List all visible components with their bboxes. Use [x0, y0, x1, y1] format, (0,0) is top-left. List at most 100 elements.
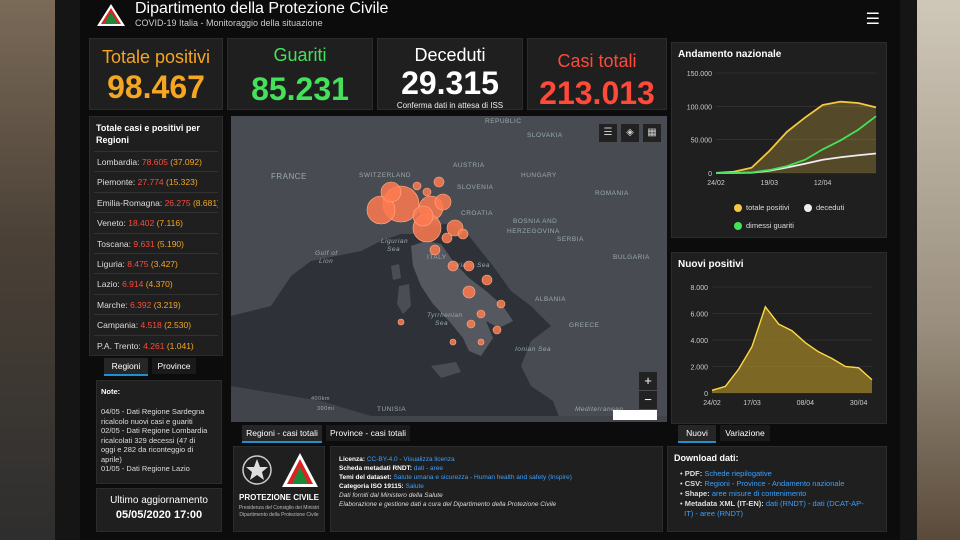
info-key: Scheda metadati RNDT:	[339, 465, 412, 472]
dl-key: Metadata XML (IT-EN):	[684, 499, 764, 508]
region-cases: 27.774	[137, 177, 164, 188]
meta-link-1[interactable]: dati (RNDT) -	[765, 499, 811, 508]
region-row[interactable]: Liguria: 8.475 (3.427)	[94, 253, 218, 274]
notes-panel: Note: 04/05 - Dati Regione Sardegna rical…	[96, 380, 222, 484]
tab-province[interactable]: Province	[152, 358, 196, 374]
meta-link-4[interactable]: aree (RNDT)	[700, 509, 743, 518]
y-tick-label: 6.000	[690, 312, 708, 319]
download-pdf: • PDF: Schede riepilogative	[680, 469, 772, 478]
legend-deceduti: deceduti	[804, 203, 844, 213]
kpi-deceduti: Deceduti 29.315 Conferma dati in attesa …	[377, 38, 523, 110]
map-view[interactable]: REPUBLIC SLOVAKIA FRANCE SWITZERLAND AUS…	[231, 116, 667, 422]
temi-link[interactable]: Salute umana e sicurezza - Human health …	[393, 474, 572, 481]
protezione-civile-triangle-icon	[282, 453, 318, 487]
legend-totale-positivi: totale positivi	[734, 203, 790, 213]
region-bubble	[380, 181, 402, 203]
y-tick-label: 50.000	[691, 138, 713, 145]
scheda-link[interactable]: dati - aree	[413, 465, 444, 472]
legend-label: dimessi guariti	[746, 221, 794, 230]
map-label-hungary: HUNGARY	[521, 172, 557, 179]
region-row[interactable]: Lazio: 6.914 (4.370)	[94, 273, 218, 294]
map-label-france: FRANCE	[271, 172, 307, 181]
region-name: Lombardia:	[97, 157, 140, 167]
pdf-link[interactable]: Schede riepilogative	[704, 469, 772, 478]
regions-title: Totale casi e positivi per Regioni	[96, 123, 200, 145]
region-bubble	[366, 195, 396, 225]
map-label-slovenia: SLOVENIA	[457, 184, 494, 191]
download-shape: • Shape: aree misure di contenimento	[680, 489, 807, 498]
chart-national-title: Andamento nazionale	[678, 49, 782, 60]
kpi-value: 213.013	[539, 75, 655, 111]
meta-link-2[interactable]: dati (DCAT-AP-	[812, 499, 864, 508]
region-bubble	[434, 193, 452, 211]
map-scale-mi: 300mi	[317, 406, 335, 412]
region-row[interactable]: Lombardia: 78.605 (37.092)	[94, 151, 218, 172]
note-line: oggi e 282 da riconteggio di	[101, 445, 194, 454]
legend-dot-icon	[804, 204, 812, 213]
logo-sub2: Dipartimento della Protezione Civile	[239, 512, 319, 518]
region-cases: 6.392	[130, 299, 152, 310]
map-case-bubbles[interactable]	[231, 116, 667, 422]
protezione-civile-logo-icon	[97, 4, 125, 26]
layers-icon[interactable]: ◈	[621, 124, 639, 142]
tab-variazione[interactable]: Variazione	[720, 425, 770, 441]
zoom-out-button[interactable]: −	[639, 391, 657, 409]
region-positives: (1.041)	[166, 340, 194, 351]
note-line: ricalcolo nuovi casi e guariti	[101, 416, 193, 426]
map-label-tyrrhenian-sea: Sea	[435, 320, 449, 327]
region-positives: (3.427)	[150, 259, 178, 269]
tab-regioni-casi-totali[interactable]: Regioni - casi totali	[242, 425, 322, 443]
note-line: 01/05 - Dati Regione Lazio	[101, 464, 190, 473]
categoria-link[interactable]: Salute	[405, 483, 424, 490]
csv-link[interactable]: Regioni - Province - Andamento nazionale	[704, 479, 845, 488]
meta-link-3[interactable]: IT) -	[684, 509, 698, 518]
series-line	[711, 305, 873, 392]
region-row[interactable]: Toscana: 9.631 (5.190)	[94, 232, 218, 254]
region-row[interactable]: Piemonte: 27.774 (15.323)	[94, 171, 218, 192]
tab-nuovi[interactable]: Nuovi	[678, 425, 716, 443]
region-row[interactable]: P.A. Trento: 4.261 (1.041)	[94, 334, 218, 356]
series-area	[712, 306, 872, 393]
region-row[interactable]: Marche: 6.392 (3.219)	[94, 293, 218, 315]
info-key: Categoria ISO 19115:	[339, 483, 404, 490]
map-label-herzegovina: HERZEGOVINA	[507, 228, 560, 235]
map-label-bosnia: BOSNIA AND	[513, 218, 558, 225]
series-area	[716, 101, 876, 173]
region-cases: 6.914	[122, 279, 144, 290]
x-tick-label: 08/04	[797, 400, 815, 407]
info-source: Dati forniti dal Ministero della Salute	[339, 492, 443, 499]
y-tick-label: 0	[708, 171, 712, 178]
map-label-tyrrhenian: Tyrrhenian	[427, 312, 463, 319]
region-name: Piemonte:	[97, 177, 136, 188]
info-panel: Licenza: CC-BY-4.0 - Visualizza licenza …	[330, 446, 663, 532]
region-row[interactable]: Campania: 4.518 (2.530)	[94, 314, 218, 335]
licenza-link[interactable]: CC-BY-4.0 - Visualizza licenza	[366, 456, 455, 463]
region-bubble	[477, 338, 485, 346]
region-name: Lazio:	[97, 279, 120, 290]
legend-label: totale positivi	[746, 203, 790, 212]
map-label-gulf: Gulf of	[315, 250, 338, 257]
kpi-label: Deceduti	[414, 45, 486, 65]
zoom-in-button[interactable]: +	[639, 372, 657, 390]
dl-key: PDF:	[684, 469, 703, 478]
logo-name: PROTEZIONE CIVILE	[238, 493, 319, 502]
map-label-albania: ALBANIA	[535, 296, 566, 303]
kpi-label: Totale positivi	[101, 47, 211, 67]
hamburger-menu-icon[interactable]: ☰	[865, 11, 880, 28]
last-update-panel: Ultimo aggiornamento 05/05/2020 17:00	[96, 488, 222, 532]
notes-title: Note:	[101, 387, 121, 396]
regions-panel: Totale casi e positivi per Regioni Lomba…	[89, 116, 223, 356]
tab-province-casi-totali[interactable]: Province - casi totali	[326, 425, 410, 441]
info-key: Licenza:	[339, 456, 366, 463]
kpi-value: 98.467	[107, 69, 205, 105]
region-bubble	[457, 228, 469, 240]
tab-regioni[interactable]: Regioni	[104, 358, 148, 376]
basemap-gallery-icon[interactable]: ▦	[643, 124, 661, 142]
list-view-icon[interactable]: ☰	[599, 124, 617, 142]
shape-link[interactable]: aree misure di contenimento	[711, 489, 807, 498]
y-tick-label: 2.000	[690, 365, 708, 372]
region-bubble	[466, 319, 476, 329]
map-label-greece: GREECE	[569, 322, 600, 329]
region-row[interactable]: Veneto: 18.402 (7.116)	[94, 212, 218, 233]
region-row[interactable]: Emilia-Romagna: 26.275 (8.681)	[94, 191, 218, 213]
